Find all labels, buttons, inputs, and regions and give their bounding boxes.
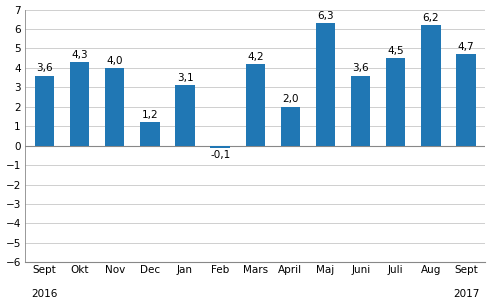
Bar xyxy=(140,122,160,146)
Bar xyxy=(105,68,124,146)
Text: 4,2: 4,2 xyxy=(247,52,264,62)
Bar xyxy=(175,85,194,146)
Bar xyxy=(35,76,54,146)
Text: 4,7: 4,7 xyxy=(458,42,474,52)
Text: 4,5: 4,5 xyxy=(387,46,404,56)
Text: 3,1: 3,1 xyxy=(177,73,193,83)
Text: 2017: 2017 xyxy=(453,288,479,299)
Text: 2,0: 2,0 xyxy=(282,95,299,104)
Bar xyxy=(421,25,440,146)
Bar xyxy=(70,62,89,146)
Bar xyxy=(351,76,370,146)
Text: 3,6: 3,6 xyxy=(36,63,53,73)
Text: -0,1: -0,1 xyxy=(210,150,230,160)
Bar xyxy=(246,64,265,146)
Text: 1,2: 1,2 xyxy=(141,110,158,120)
Text: 4,3: 4,3 xyxy=(71,50,88,60)
Text: 6,2: 6,2 xyxy=(423,13,439,23)
Bar xyxy=(211,146,230,148)
Bar xyxy=(281,107,300,146)
Bar xyxy=(386,58,406,146)
Text: 4,0: 4,0 xyxy=(107,56,123,66)
Text: 2016: 2016 xyxy=(31,288,57,299)
Bar xyxy=(316,23,335,146)
Text: 6,3: 6,3 xyxy=(317,11,334,21)
Bar xyxy=(457,54,476,146)
Text: 3,6: 3,6 xyxy=(353,63,369,73)
